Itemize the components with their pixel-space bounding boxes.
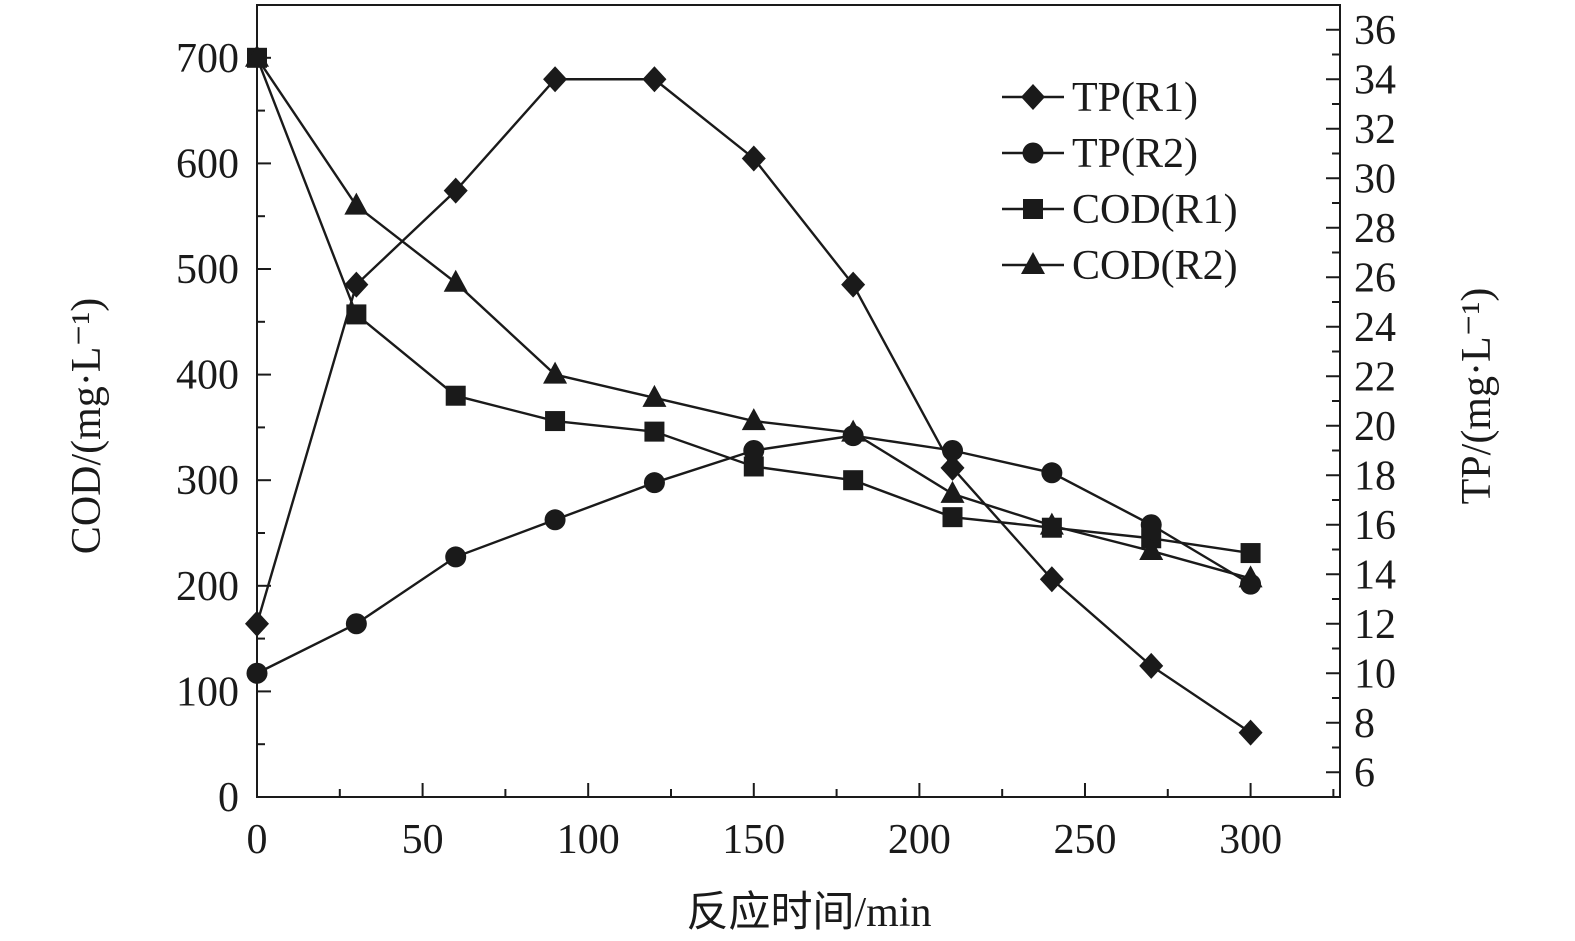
- legend-marker-triangle: [1021, 252, 1045, 274]
- right-y-tick-label: 12: [1354, 602, 1396, 648]
- right-y-tick-label: 18: [1354, 453, 1396, 499]
- data-point-triangle: [543, 361, 568, 384]
- data-point-triangle: [1139, 537, 1164, 560]
- right-y-tick-label: 16: [1354, 503, 1396, 549]
- right-y-tick-label: 28: [1354, 206, 1396, 252]
- data-point-square: [743, 456, 764, 477]
- right-y-tick-label: 20: [1354, 404, 1396, 450]
- data-point-diamond: [245, 610, 269, 637]
- legend-label: COD(R1): [1072, 187, 1238, 233]
- right-y-tick-label: 34: [1354, 57, 1396, 103]
- data-point-square: [942, 507, 963, 528]
- x-tick-label: 300: [1219, 817, 1282, 863]
- right-y-tick-label: 14: [1354, 552, 1396, 598]
- data-point-square: [545, 411, 566, 432]
- data-point-triangle: [245, 44, 269, 67]
- legend-label: TP(R2): [1072, 131, 1198, 177]
- data-point-triangle: [642, 384, 667, 407]
- legend-item: COD(R1): [1002, 187, 1238, 233]
- data-point-diamond: [443, 177, 468, 204]
- data-point-triangle: [841, 419, 866, 442]
- data-point-circle: [345, 613, 367, 635]
- data-point-square: [445, 385, 466, 406]
- left-y-tick-label: 100: [176, 669, 239, 715]
- data-point-circle: [743, 440, 765, 461]
- series-cod-r2: [245, 44, 1263, 588]
- legend-item: TP(R2): [1002, 131, 1198, 177]
- data-point-diamond: [1238, 719, 1263, 746]
- data-point-diamond: [543, 66, 568, 93]
- data-point-triangle: [443, 269, 468, 292]
- data-point-circle: [246, 662, 268, 684]
- x-tick-label: 0: [247, 817, 268, 863]
- left-y-tick-label: 500: [176, 247, 239, 293]
- data-point-triangle: [741, 408, 766, 431]
- series-tp-r1: [245, 66, 1263, 746]
- left-y-tick-label: 300: [176, 458, 239, 504]
- legend-marker-square: [1023, 199, 1043, 219]
- data-point-square: [644, 421, 665, 442]
- left-y-tick-label: 700: [176, 36, 239, 82]
- legend-marker-circle: [1022, 142, 1044, 164]
- series-group: [245, 44, 1263, 746]
- data-point-circle: [544, 509, 566, 531]
- right-y-tick-label: 10: [1354, 651, 1396, 697]
- right-y-tick-label: 32: [1354, 107, 1396, 153]
- data-point-square: [1240, 543, 1261, 564]
- data-point-circle: [942, 440, 964, 461]
- data-point-diamond: [1139, 652, 1164, 679]
- data-point-triangle: [344, 192, 369, 215]
- data-point-diamond: [344, 271, 369, 298]
- right-y-tick-label: 24: [1354, 305, 1396, 351]
- left-y-axis-title: COD/(mg·L⁻¹): [64, 298, 110, 554]
- right-y-tick-label: 36: [1354, 8, 1396, 54]
- data-point-diamond: [1039, 566, 1064, 593]
- x-tick-label: 50: [402, 817, 444, 863]
- data-point-diamond: [741, 145, 766, 172]
- x-axis-title: 反应时间/min: [686, 889, 931, 936]
- data-point-circle: [1041, 462, 1063, 484]
- right-y-tick-label: 6: [1354, 750, 1375, 796]
- left-y-tick-label: 200: [176, 564, 239, 610]
- left-y-tick-label: 400: [176, 353, 239, 399]
- left-y-tick-label: 600: [176, 141, 239, 187]
- data-point-circle: [643, 472, 665, 494]
- data-point-diamond: [841, 271, 866, 298]
- left-y-tick-label: 0: [218, 775, 239, 821]
- x-tick-label: 200: [888, 817, 951, 863]
- data-point-square: [843, 470, 864, 491]
- right-y-tick-label: 30: [1354, 156, 1396, 202]
- legend-label: TP(R1): [1072, 75, 1198, 121]
- right-y-tick-label: 26: [1354, 255, 1396, 301]
- data-point-triangle: [940, 480, 965, 503]
- right-y-tick-label: 22: [1354, 354, 1396, 400]
- x-tick-label: 100: [557, 817, 620, 863]
- x-tick-label: 250: [1053, 817, 1116, 863]
- data-point-triangle: [1039, 512, 1064, 535]
- data-point-triangle: [1238, 565, 1263, 588]
- right-y-tick-label: 8: [1354, 701, 1375, 747]
- data-point-diamond: [940, 454, 965, 481]
- x-tick-label: 150: [722, 817, 785, 863]
- data-point-circle: [445, 546, 467, 568]
- axes: 0 50 100 150 200 250 300 0 100 200 300 400 500 600 700…: [176, 4, 1396, 863]
- legend: TP(R1) TP(R2) COD(R1) COD(R2): [1002, 75, 1238, 289]
- legend-label: COD(R2): [1072, 243, 1238, 289]
- legend-marker-diamond: [1021, 84, 1045, 110]
- right-y-axis-title: TP/(mg·L⁻¹): [1454, 288, 1500, 505]
- legend-item: TP(R1): [1002, 75, 1198, 121]
- data-point-diamond: [642, 66, 667, 93]
- data-point-square: [346, 304, 367, 325]
- legend-item: COD(R2): [1002, 243, 1238, 289]
